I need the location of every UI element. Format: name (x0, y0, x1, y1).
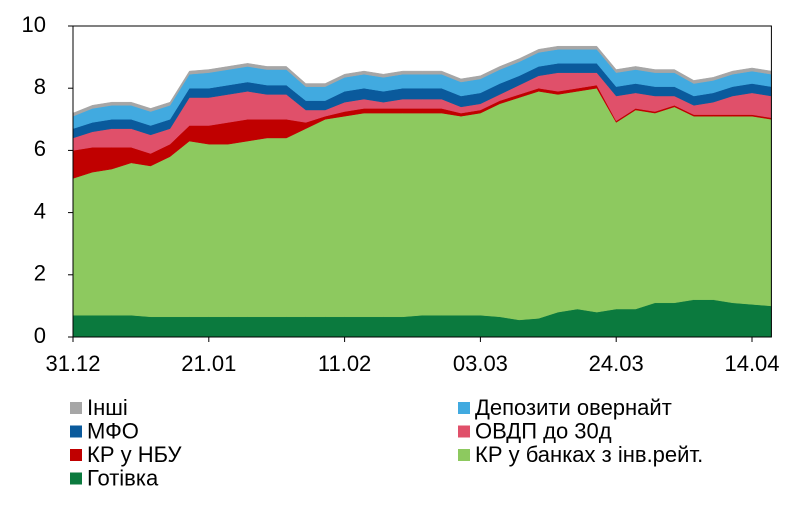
y-tick-label: 2 (34, 261, 46, 286)
legend-label: Депозити овернайт (475, 395, 672, 420)
legend-label: КР у НБУ (87, 442, 183, 467)
legend-swatch (458, 449, 470, 461)
y-tick-label: 6 (34, 136, 46, 161)
legend-label: ОВДП до 30д (475, 418, 612, 443)
legend-label: Готівка (87, 465, 159, 490)
legend-label: МФО (87, 418, 139, 443)
x-tick-label: 14.04 (724, 351, 779, 376)
y-tick-label: 4 (34, 198, 46, 223)
legend-swatch (70, 449, 82, 461)
y-tick-label: 0 (34, 323, 46, 348)
plot-frame (72, 25, 772, 338)
legend-swatch (70, 425, 82, 438)
x-tick-label: 24.03 (589, 351, 644, 376)
legend-label: КР у банках з інв.рейт. (475, 442, 703, 467)
legend-label: Інші (87, 395, 128, 420)
legend-swatch (70, 472, 82, 485)
y-tick-label: 8 (34, 74, 46, 99)
legend-swatch (458, 425, 470, 438)
y-tick-label: 10 (22, 12, 46, 37)
x-tick-label: 11.02 (318, 351, 371, 376)
x-tick-label: 21.01 (181, 351, 236, 376)
legend-swatch (70, 402, 82, 414)
x-tick-label: 03.03 (453, 351, 508, 376)
legend-swatch (458, 402, 470, 414)
x-tick-label: 31.12 (45, 351, 100, 376)
